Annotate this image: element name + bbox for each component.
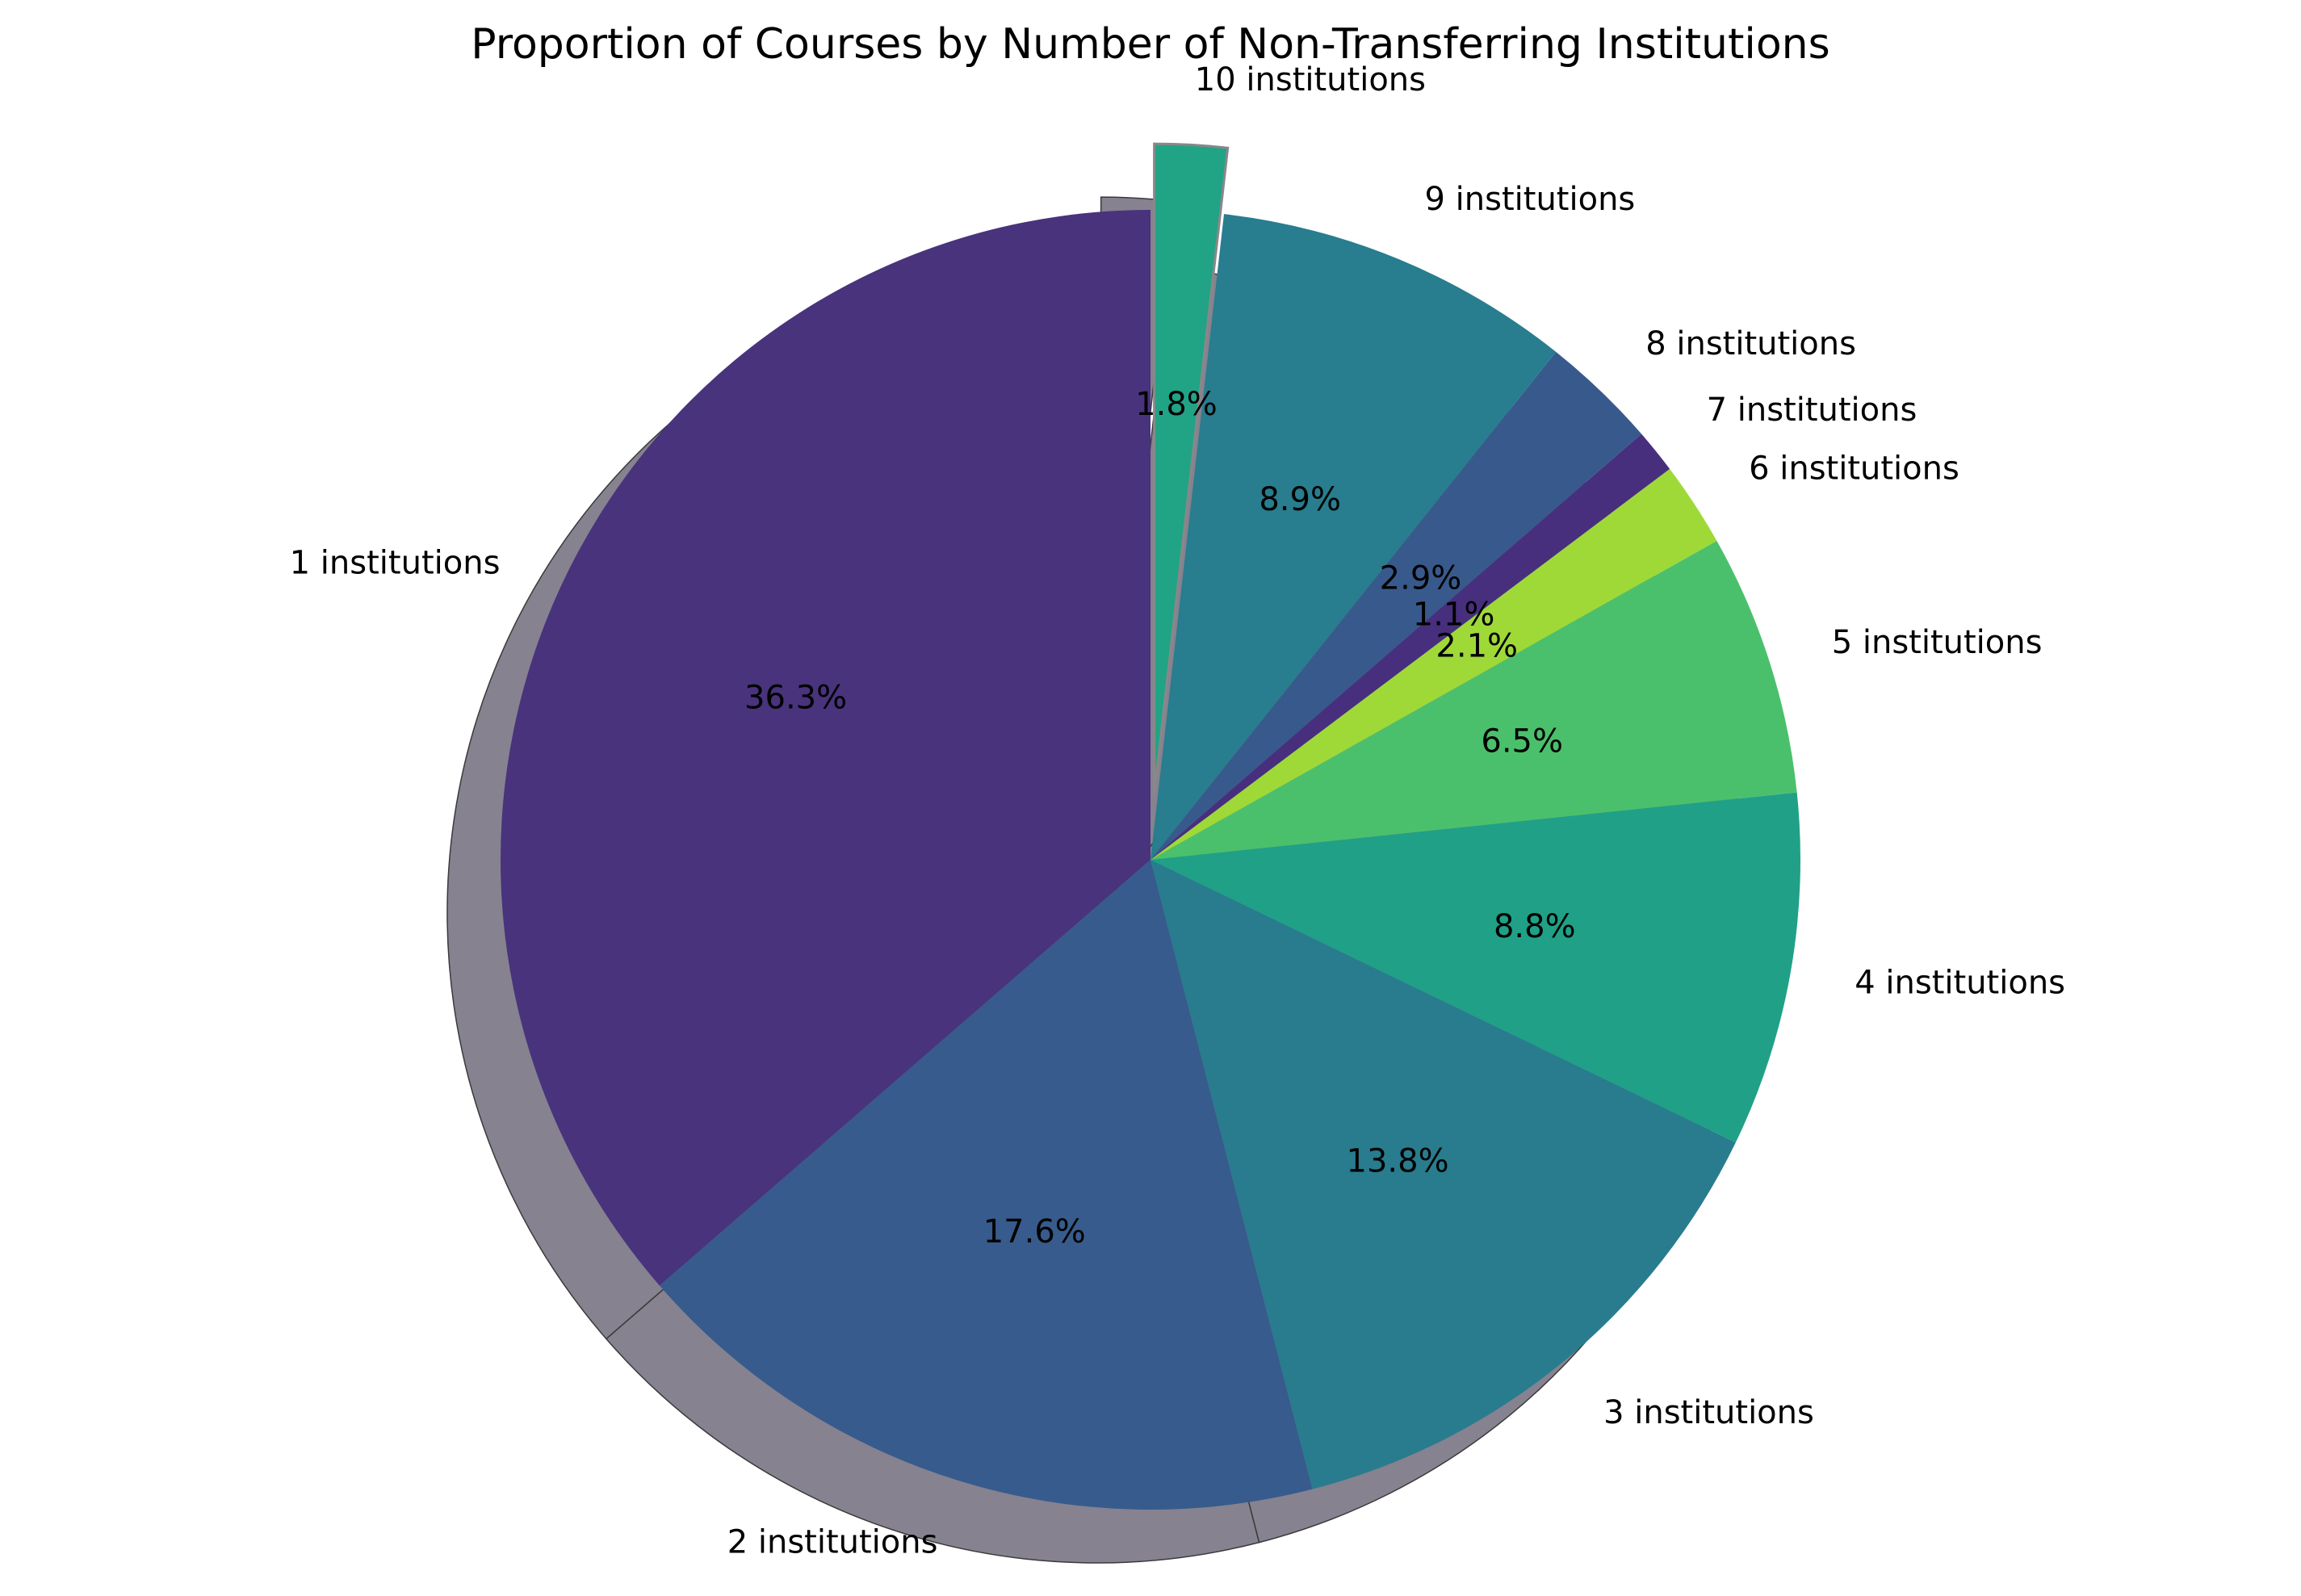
percent-label-9-institutions: 8.9%: [1259, 481, 1341, 518]
percent-label-1-institutions: 36.3%: [744, 679, 847, 716]
category-label-9-institutions: 9 institutions: [1425, 181, 1636, 218]
category-label-3-institutions: 3 institutions: [1603, 1394, 1814, 1431]
slice-3-institutions: [1150, 860, 1736, 1489]
category-label-2-institutions: 2 institutions: [727, 1523, 938, 1560]
percent-label-10-institutions: 1.8%: [1135, 386, 1218, 423]
slice-9-institutions: [1150, 214, 1557, 860]
percent-label-6-institutions: 2.1%: [1436, 628, 1518, 665]
category-label-5-institutions: 5 institutions: [1832, 624, 2043, 661]
category-label-6-institutions: 6 institutions: [1749, 450, 1959, 487]
slice-7-institutions: [1150, 434, 1670, 860]
slice-5-institutions: [1150, 540, 1797, 860]
percent-labels: 36.3% 17.6% 13.8% 8.8% 6.5% 2.1%1.1%2.9% 8.9% 1…: [744, 386, 1576, 1250]
category-labels: 1 institutions 2 institutions 3 institutio…: [290, 61, 2065, 1560]
percent-label-2-institutions: 17.6%: [983, 1213, 1086, 1250]
category-label-1-institutions: 1 institutions: [290, 544, 501, 581]
slice-2-institutions: [659, 860, 1313, 1510]
slice-10-institutions: [1153, 142, 1230, 794]
slice-8-institutions: [1150, 351, 1642, 860]
chart-title: Proportion of Courses by Number of Non-T…: [471, 20, 1829, 69]
percent-label-8-institutions: 2.9%: [1380, 560, 1462, 597]
category-label-7-institutions: 7 institutions: [1707, 392, 1918, 429]
slice-6-institutions: [1150, 468, 1717, 860]
pie-slices: [501, 142, 1800, 1510]
percent-label-3-institutions: 13.8%: [1347, 1143, 1449, 1180]
slice-1-institutions: [501, 210, 1150, 1286]
percent-label-4-institutions: 8.8%: [1494, 908, 1576, 945]
category-label-10-institutions: 10 institutions: [1195, 61, 1426, 98]
category-label-4-institutions: 4 institutions: [1855, 965, 2065, 1002]
percent-label-5-institutions: 6.5%: [1481, 723, 1563, 760]
category-label-8-institutions: 8 institutions: [1645, 325, 1856, 362]
slice-4-institutions: [1150, 792, 1800, 1143]
percent-label-7-institutions: 1.1%: [1413, 596, 1495, 633]
